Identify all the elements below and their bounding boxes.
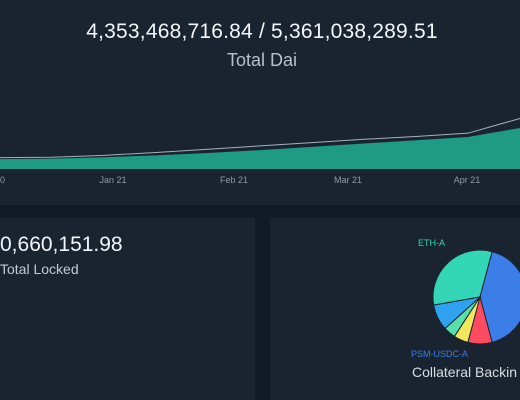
total-dai-area-chart: 0 Jan 21 Feb 21 Mar 21 Apr 21 bbox=[0, 117, 520, 185]
total-dai-chart: 0 Jan 21 Feb 21 Mar 21 Apr 21 bbox=[0, 95, 520, 190]
x-axis-tick-label: Mar 21 bbox=[334, 175, 362, 185]
total-dai-panel: 4,353,468,716.84 / 5,361,038,289.51 Tota… bbox=[0, 0, 520, 205]
x-axis-tick-label: 0 bbox=[0, 175, 5, 185]
x-axis-tick-label: Apr 21 bbox=[454, 175, 481, 185]
total-locked-value: 0,660,151.98 bbox=[0, 233, 123, 256]
eth-slice[interactable] bbox=[432, 249, 493, 306]
chart-area-series bbox=[0, 127, 520, 169]
blue-slice[interactable] bbox=[433, 296, 482, 330]
psm-slice[interactable] bbox=[479, 250, 520, 344]
eth-label: ETH-A bbox=[418, 238, 445, 248]
collateral-panel: ETH-A PSM-USDC-A Collateral Backin bbox=[270, 218, 520, 400]
x-axis-tick-label: Jan 21 bbox=[99, 175, 126, 185]
total-dai-value: 4,353,468,716.84 / 5,361,038,289.51 bbox=[86, 20, 438, 43]
x-axis-tick-label: Feb 21 bbox=[220, 175, 248, 185]
total-locked-label: Total Locked bbox=[0, 261, 79, 277]
collateral-pie-chart: ETH-A PSM-USDC-A bbox=[411, 238, 520, 359]
collateral-title: Collateral Backin bbox=[412, 364, 518, 380]
chart-line-series bbox=[0, 117, 520, 159]
total-dai-label: Total Dai bbox=[226, 50, 298, 70]
total-locked-panel: 0,660,151.98 Total Locked bbox=[0, 218, 255, 400]
psm-label: PSM-USDC-A bbox=[411, 349, 468, 359]
